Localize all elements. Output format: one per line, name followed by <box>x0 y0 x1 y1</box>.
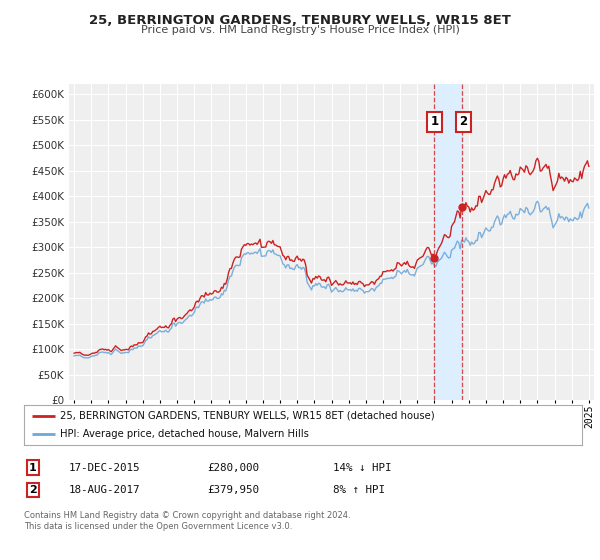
Text: 1: 1 <box>431 115 439 128</box>
Text: Contains HM Land Registry data © Crown copyright and database right 2024.: Contains HM Land Registry data © Crown c… <box>24 511 350 520</box>
Text: This data is licensed under the Open Government Licence v3.0.: This data is licensed under the Open Gov… <box>24 522 292 531</box>
Text: 1: 1 <box>29 463 37 473</box>
Text: 17-DEC-2015: 17-DEC-2015 <box>69 463 140 473</box>
Text: 2: 2 <box>29 485 37 495</box>
Bar <box>434 84 463 400</box>
Text: 8% ↑ HPI: 8% ↑ HPI <box>333 485 385 495</box>
Text: £280,000: £280,000 <box>207 463 259 473</box>
Text: 25, BERRINGTON GARDENS, TENBURY WELLS, WR15 8ET: 25, BERRINGTON GARDENS, TENBURY WELLS, W… <box>89 14 511 27</box>
Text: Price paid vs. HM Land Registry's House Price Index (HPI): Price paid vs. HM Land Registry's House … <box>140 25 460 35</box>
Text: 2: 2 <box>459 115 467 128</box>
Text: 18-AUG-2017: 18-AUG-2017 <box>69 485 140 495</box>
Text: HPI: Average price, detached house, Malvern Hills: HPI: Average price, detached house, Malv… <box>60 430 309 439</box>
Text: 14% ↓ HPI: 14% ↓ HPI <box>333 463 392 473</box>
Text: £379,950: £379,950 <box>207 485 259 495</box>
Text: 25, BERRINGTON GARDENS, TENBURY WELLS, WR15 8ET (detached house): 25, BERRINGTON GARDENS, TENBURY WELLS, W… <box>60 411 435 421</box>
